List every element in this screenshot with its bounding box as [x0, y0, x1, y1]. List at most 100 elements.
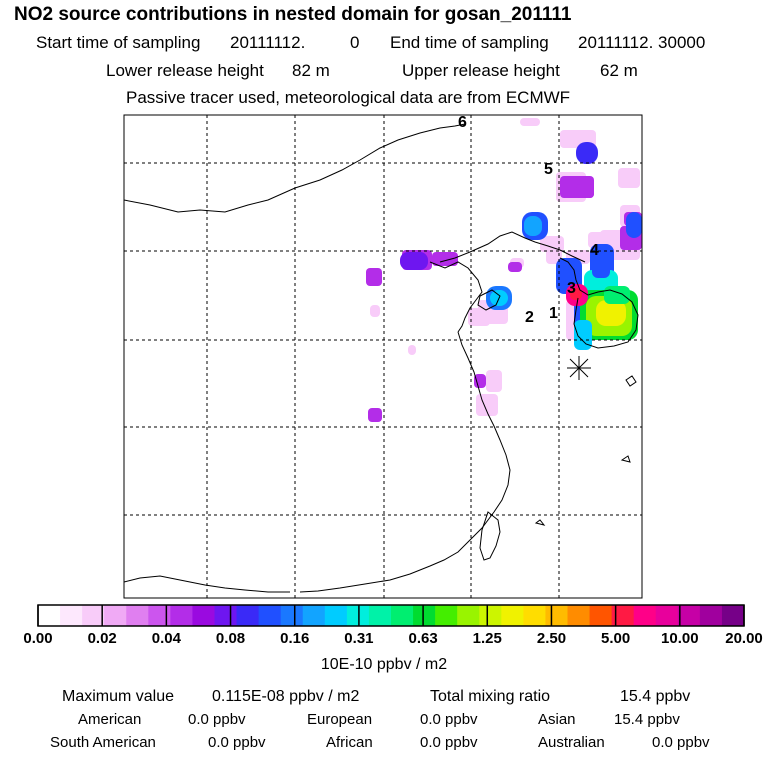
- region-value-asian: 15.4 ppbv: [614, 711, 680, 728]
- concentration-cell: [524, 216, 542, 236]
- colorbar-swatch: [126, 605, 149, 626]
- colorbar-swatch: [104, 605, 127, 626]
- upper-release-label: Upper release height: [402, 61, 560, 80]
- start-time-value: 20111112.: [230, 33, 306, 52]
- colorbar-swatch: [148, 605, 171, 626]
- colorbar-swatch: [170, 605, 193, 626]
- colorbar-tick-label: 0.63: [408, 630, 438, 647]
- colorbar-tick-label: 0.02: [87, 630, 117, 647]
- colorbar-swatch: [677, 605, 701, 626]
- colorbar-swatch: [258, 605, 282, 626]
- colorbar-frame: [37, 604, 745, 627]
- japan-islands: [534, 375, 637, 526]
- concentration-cell: [618, 168, 640, 188]
- marker-2: 2: [525, 309, 534, 326]
- colorbar-swatch: [60, 605, 83, 626]
- region-value-australian: 0.0 ppbv: [652, 734, 710, 751]
- concentration-cell: [576, 184, 594, 198]
- upper-release-value: 62 m: [600, 61, 638, 80]
- concentration-cell: [596, 300, 626, 326]
- end-time-label: End time of sampling: [390, 33, 549, 52]
- total-mixing-value: 15.4 ppbv: [620, 688, 691, 705]
- colorbar-swatch: [302, 605, 326, 626]
- concentration-cell: [508, 262, 522, 272]
- coastline-north: [123, 123, 466, 213]
- lat-lon-grid: [124, 115, 642, 598]
- colorbar-swatch: [479, 605, 502, 626]
- colorbar-swatch: [236, 605, 260, 626]
- concentration-cell: [366, 268, 382, 286]
- concentration-cell: [626, 212, 642, 238]
- colorbar-swatch: [699, 605, 723, 626]
- marker-1: 1: [549, 305, 558, 322]
- concentration-cell: [368, 408, 382, 422]
- concentration-cell: [408, 345, 416, 355]
- colorbar-tick-label: 0.31: [344, 630, 374, 647]
- region-value-south-american: 0.0 ppbv: [208, 734, 266, 751]
- colorbar-swatch: [324, 605, 348, 626]
- region-name-african: African: [326, 734, 373, 751]
- colorbar-swatch: [82, 605, 105, 626]
- coastline-southwest: [123, 575, 290, 593]
- start-time-hms: 0: [350, 33, 360, 52]
- colorbar-swatch: [214, 605, 238, 626]
- region-name-american: American: [78, 711, 142, 728]
- colorbar-swatch: [501, 605, 524, 626]
- concentration-cell: [474, 374, 486, 388]
- tracer-note: Passive tracer used, meteorological data…: [126, 88, 571, 107]
- concentration-cell: [570, 288, 582, 300]
- colorbar-swatch: [567, 605, 591, 626]
- concentration-cell: [520, 118, 540, 126]
- colorbar-swatch: [413, 605, 436, 626]
- colorbar-swatch: [633, 605, 657, 626]
- colorbar-swatch: [655, 605, 679, 626]
- colorbar-tick-label: 10.00: [661, 630, 699, 647]
- colorbar-swatch: [280, 605, 304, 626]
- region-value-american: 0.0 ppbv: [188, 711, 246, 728]
- colorbar-tick-label: 5.00: [601, 630, 631, 647]
- marker-6: 6: [458, 114, 467, 131]
- colorbar-tick-label: 0.00: [23, 630, 53, 647]
- concentration-cell: [400, 252, 428, 270]
- colorbar-tick-label: 1.25: [472, 630, 502, 647]
- region-name-south-american: South American: [50, 734, 156, 751]
- colorbar-tick-label: 20.00: [725, 630, 763, 647]
- region-name-asian: Asian: [538, 711, 576, 728]
- lower-release-value: 82 m: [292, 61, 330, 80]
- colorbar-tick-label: 0.08: [215, 630, 246, 647]
- coastline-china-east: [299, 331, 511, 593]
- colorbar-swatch: [435, 605, 458, 626]
- colorbar-tick-label: 0.16: [280, 630, 310, 647]
- max-value-label: Maximum value: [62, 688, 175, 705]
- colorbar-swatch: [589, 605, 613, 626]
- concentration-cell: [574, 320, 592, 350]
- concentration-cell: [432, 252, 458, 266]
- colorbar-swatch: [545, 605, 568, 626]
- marker-4: 4: [590, 242, 599, 259]
- colorbar-tick-label: 0.04: [151, 630, 181, 647]
- colorbar-swatch: [721, 605, 745, 626]
- coastline-shandong: [477, 289, 501, 311]
- concentration-cell: [592, 262, 610, 278]
- colorbar-swatch: [523, 605, 546, 626]
- colorbar-swatch: [457, 605, 480, 626]
- concentration-cell: [546, 248, 562, 264]
- colorbar-swatch: [368, 605, 392, 626]
- colorbar-tick-label: 2.50: [536, 630, 567, 647]
- concentration-cell: [604, 286, 630, 304]
- colorbar-unit: 10E-10 ppbv / m2: [320, 656, 448, 673]
- concentration-cell: [486, 370, 502, 392]
- region-value-european: 0.0 ppbv: [420, 711, 478, 728]
- page-title: NO2 source contributions in nested domai…: [14, 4, 572, 25]
- concentration-cell: [370, 305, 380, 317]
- receptor-star-icon: [567, 356, 591, 380]
- map-frame: [123, 114, 643, 599]
- total-mixing-label: Total mixing ratio: [430, 688, 551, 705]
- end-time-value: 20111112. 30000: [578, 33, 706, 52]
- region-name-european: European: [307, 711, 373, 728]
- colorbar-swatch: [391, 605, 414, 626]
- colorbar: [37, 604, 745, 627]
- taiwan-outline: [479, 511, 501, 561]
- lower-release-label: Lower release height: [106, 61, 264, 80]
